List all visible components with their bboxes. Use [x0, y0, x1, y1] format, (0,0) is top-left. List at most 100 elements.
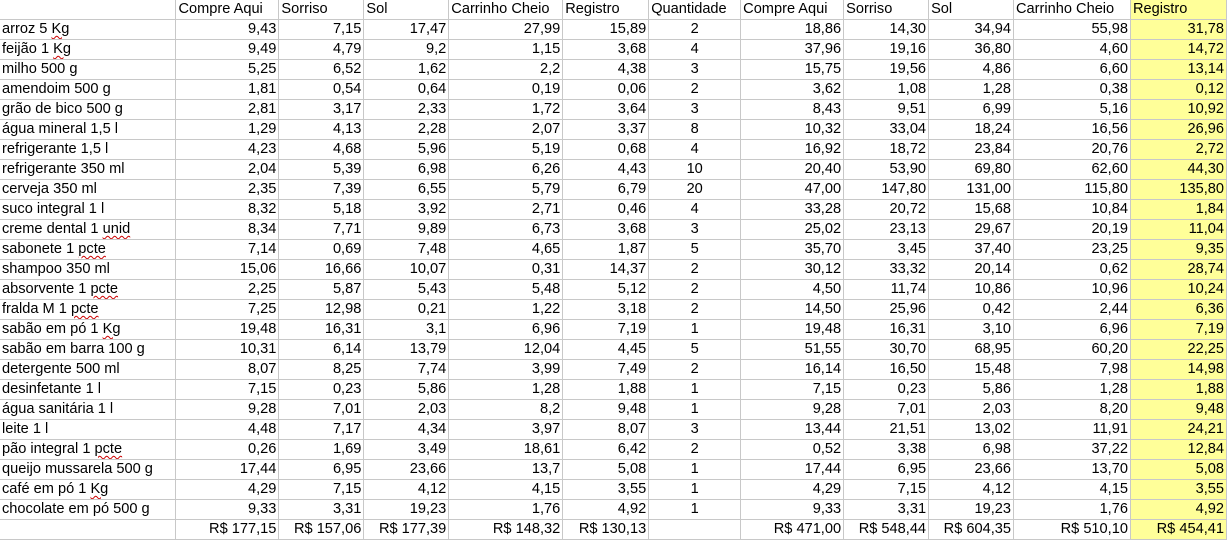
line-total-cell[interactable]: 7,98 [1013, 359, 1131, 380]
unit-price-cell[interactable]: 8,34 [175, 219, 280, 240]
line-total-cell[interactable]: 53,90 [843, 159, 930, 180]
unit-price-cell[interactable]: 4,29 [175, 479, 280, 500]
line-total-cell[interactable]: 22,25 [1130, 339, 1227, 360]
unit-price-cell[interactable]: 3,99 [448, 359, 564, 380]
unit-sum-cell[interactable]: R$ 130,13 [562, 519, 650, 540]
unit-price-cell[interactable]: 7,19 [562, 319, 650, 340]
quantity-cell[interactable]: 2 [648, 79, 742, 100]
unit-price-cell[interactable]: 16,31 [278, 319, 365, 340]
line-total-cell[interactable]: 3,38 [843, 439, 930, 460]
line-total-cell[interactable]: 1,08 [843, 79, 930, 100]
item-name-cell[interactable]: refrigerante 350 ml [0, 159, 177, 180]
unit-price-cell[interactable]: 5,39 [278, 159, 365, 180]
header-cell-item[interactable] [0, 0, 177, 20]
line-total-cell[interactable]: 14,50 [740, 299, 845, 320]
unit-price-cell[interactable]: 0,26 [175, 439, 280, 460]
line-total-cell[interactable]: 10,86 [928, 279, 1015, 300]
line-total-cell[interactable]: 44,30 [1130, 159, 1227, 180]
line-total-cell[interactable]: 17,44 [740, 459, 845, 480]
line-total-cell[interactable]: 16,14 [740, 359, 845, 380]
unit-price-cell[interactable]: 3,17 [278, 99, 365, 120]
unit-price-cell[interactable]: 4,43 [562, 159, 650, 180]
line-total-cell[interactable]: 51,55 [740, 339, 845, 360]
line-total-cell[interactable]: 12,84 [1130, 439, 1227, 460]
unit-price-cell[interactable]: 14,37 [562, 259, 650, 280]
unit-price-cell[interactable]: 1,15 [448, 39, 564, 60]
line-total-cell[interactable]: 11,74 [843, 279, 930, 300]
unit-price-cell[interactable]: 13,7 [448, 459, 564, 480]
line-total-cell[interactable]: 4,92 [1130, 499, 1227, 520]
line-total-cell[interactable]: 30,12 [740, 259, 845, 280]
line-total-cell[interactable]: 4,86 [928, 59, 1015, 80]
unit-price-cell[interactable]: 1,22 [448, 299, 564, 320]
unit-price-cell[interactable]: 1,29 [175, 119, 280, 140]
line-total-cell[interactable]: 2,44 [1013, 299, 1131, 320]
unit-price-cell[interactable]: 0,54 [278, 79, 365, 100]
unit-price-cell[interactable]: 8,07 [175, 359, 280, 380]
unit-price-cell[interactable]: 7,39 [278, 179, 365, 200]
quantity-cell[interactable]: 1 [648, 479, 742, 500]
unit-price-cell[interactable]: 18,61 [448, 439, 564, 460]
empty-cell[interactable] [0, 519, 177, 540]
line-total-cell[interactable]: 1,76 [1013, 499, 1131, 520]
grand-total-cell[interactable]: R$ 471,00 [740, 519, 845, 540]
line-total-cell[interactable]: 135,80 [1130, 179, 1227, 200]
unit-price-cell[interactable]: 4,13 [278, 119, 365, 140]
line-total-cell[interactable]: 37,40 [928, 239, 1015, 260]
grand-total-cell[interactable]: R$ 548,44 [843, 519, 930, 540]
unit-price-cell[interactable]: 2,33 [363, 99, 450, 120]
line-total-cell[interactable]: 4,15 [1013, 479, 1131, 500]
unit-price-cell[interactable]: 1,76 [448, 499, 564, 520]
quantity-cell[interactable]: 1 [648, 399, 742, 420]
unit-price-cell[interactable]: 0,64 [363, 79, 450, 100]
line-total-cell[interactable]: 11,91 [1013, 419, 1131, 440]
line-total-cell[interactable]: 37,96 [740, 39, 845, 60]
unit-price-cell[interactable]: 3,18 [562, 299, 650, 320]
unit-sum-cell[interactable]: R$ 177,39 [363, 519, 450, 540]
empty-cell[interactable] [648, 519, 742, 540]
line-total-cell[interactable]: 6,36 [1130, 299, 1227, 320]
unit-price-cell[interactable]: 4,79 [278, 39, 365, 60]
quantity-cell[interactable]: 3 [648, 59, 742, 80]
unit-price-cell[interactable]: 10,07 [363, 259, 450, 280]
unit-sum-cell[interactable]: R$ 157,06 [278, 519, 365, 540]
line-total-cell[interactable]: 13,14 [1130, 59, 1227, 80]
line-total-cell[interactable]: 35,70 [740, 239, 845, 260]
line-total-cell[interactable]: 7,15 [843, 479, 930, 500]
quantity-cell[interactable]: 2 [648, 279, 742, 300]
line-total-cell[interactable]: 0,12 [1130, 79, 1227, 100]
header-cell[interactable]: Registro [562, 0, 650, 20]
line-total-cell[interactable]: 9,35 [1130, 239, 1227, 260]
unit-price-cell[interactable]: 9,28 [175, 399, 280, 420]
unit-price-cell[interactable]: 12,04 [448, 339, 564, 360]
quantity-cell[interactable]: 1 [648, 379, 742, 400]
unit-price-cell[interactable]: 6,14 [278, 339, 365, 360]
quantity-cell[interactable]: 20 [648, 179, 742, 200]
quantity-cell[interactable]: 3 [648, 99, 742, 120]
line-total-cell[interactable]: 5,16 [1013, 99, 1131, 120]
unit-price-cell[interactable]: 4,45 [562, 339, 650, 360]
quantity-cell[interactable]: 4 [648, 139, 742, 160]
line-total-cell[interactable]: 62,60 [1013, 159, 1131, 180]
unit-price-cell[interactable]: 5,86 [363, 379, 450, 400]
line-total-cell[interactable]: 11,04 [1130, 219, 1227, 240]
unit-price-cell[interactable]: 1,81 [175, 79, 280, 100]
header-cell[interactable]: Quantidade [648, 0, 742, 20]
line-total-cell[interactable]: 4,50 [740, 279, 845, 300]
line-total-cell[interactable]: 18,86 [740, 19, 845, 40]
line-total-cell[interactable]: 33,32 [843, 259, 930, 280]
unit-price-cell[interactable]: 5,43 [363, 279, 450, 300]
unit-sum-cell[interactable]: R$ 177,15 [175, 519, 280, 540]
header-cell[interactable]: Carrinho Cheio [448, 0, 564, 20]
line-total-cell[interactable]: 19,48 [740, 319, 845, 340]
unit-price-cell[interactable]: 1,62 [363, 59, 450, 80]
unit-price-cell[interactable]: 5,96 [363, 139, 450, 160]
line-total-cell[interactable]: 13,02 [928, 419, 1015, 440]
unit-price-cell[interactable]: 17,47 [363, 19, 450, 40]
quantity-cell[interactable]: 1 [648, 459, 742, 480]
line-total-cell[interactable]: 19,56 [843, 59, 930, 80]
line-total-cell[interactable]: 4,12 [928, 479, 1015, 500]
grand-total-cell[interactable]: R$ 454,41 [1130, 519, 1227, 540]
unit-price-cell[interactable]: 5,19 [448, 139, 564, 160]
line-total-cell[interactable]: 7,01 [843, 399, 930, 420]
